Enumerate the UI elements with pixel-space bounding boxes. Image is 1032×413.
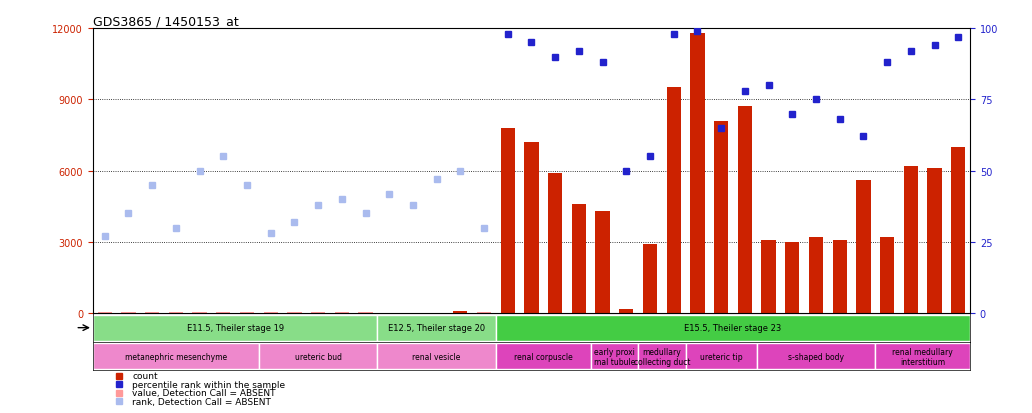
- Text: E11.5, Theiler stage 19: E11.5, Theiler stage 19: [187, 323, 284, 332]
- Bar: [667, 88, 681, 313]
- Text: renal vesicle: renal vesicle: [413, 352, 461, 361]
- Bar: [690, 33, 705, 313]
- FancyBboxPatch shape: [496, 315, 970, 341]
- FancyBboxPatch shape: [685, 344, 756, 369]
- Text: renal corpuscle: renal corpuscle: [514, 352, 573, 361]
- FancyBboxPatch shape: [875, 344, 970, 369]
- FancyBboxPatch shape: [756, 344, 875, 369]
- Bar: [643, 245, 657, 313]
- Bar: [453, 312, 467, 313]
- Bar: [358, 312, 373, 313]
- FancyBboxPatch shape: [496, 344, 590, 369]
- Bar: [762, 240, 776, 313]
- Bar: [809, 238, 824, 313]
- Bar: [785, 242, 800, 313]
- Bar: [904, 166, 917, 313]
- Bar: [880, 238, 894, 313]
- Text: GDS3865 / 1450153_at: GDS3865 / 1450153_at: [93, 15, 238, 28]
- FancyBboxPatch shape: [259, 344, 378, 369]
- Text: ureteric bud: ureteric bud: [294, 352, 342, 361]
- Text: count: count: [132, 371, 158, 380]
- FancyBboxPatch shape: [93, 344, 259, 369]
- Text: E12.5, Theiler stage 20: E12.5, Theiler stage 20: [388, 323, 485, 332]
- FancyBboxPatch shape: [378, 344, 496, 369]
- Bar: [501, 128, 515, 313]
- FancyBboxPatch shape: [93, 315, 378, 341]
- Bar: [572, 204, 586, 313]
- Bar: [595, 211, 610, 313]
- Text: renal medullary
interstitium: renal medullary interstitium: [893, 347, 953, 366]
- Bar: [524, 143, 539, 313]
- Text: metanephric mesenchyme: metanephric mesenchyme: [125, 352, 227, 361]
- Text: s-shaped body: s-shaped body: [788, 352, 844, 361]
- Text: medullary
collecting duct: medullary collecting duct: [634, 347, 690, 366]
- Text: percentile rank within the sample: percentile rank within the sample: [132, 380, 286, 389]
- Bar: [216, 312, 230, 313]
- Bar: [146, 312, 159, 313]
- Text: rank, Detection Call = ABSENT: rank, Detection Call = ABSENT: [132, 397, 271, 406]
- Bar: [334, 312, 349, 313]
- Bar: [833, 240, 847, 313]
- Bar: [548, 173, 562, 313]
- Bar: [619, 309, 634, 313]
- Text: value, Detection Call = ABSENT: value, Detection Call = ABSENT: [132, 388, 276, 397]
- Bar: [98, 312, 111, 313]
- Bar: [928, 169, 941, 313]
- Bar: [952, 147, 965, 313]
- Text: early proxi
mal tubule: early proxi mal tubule: [593, 347, 635, 366]
- FancyBboxPatch shape: [590, 344, 638, 369]
- FancyBboxPatch shape: [378, 315, 496, 341]
- Bar: [738, 107, 752, 313]
- Bar: [714, 121, 729, 313]
- Bar: [857, 181, 871, 313]
- Text: E15.5, Theiler stage 23: E15.5, Theiler stage 23: [684, 323, 781, 332]
- Text: ureteric tip: ureteric tip: [700, 352, 742, 361]
- FancyBboxPatch shape: [638, 344, 685, 369]
